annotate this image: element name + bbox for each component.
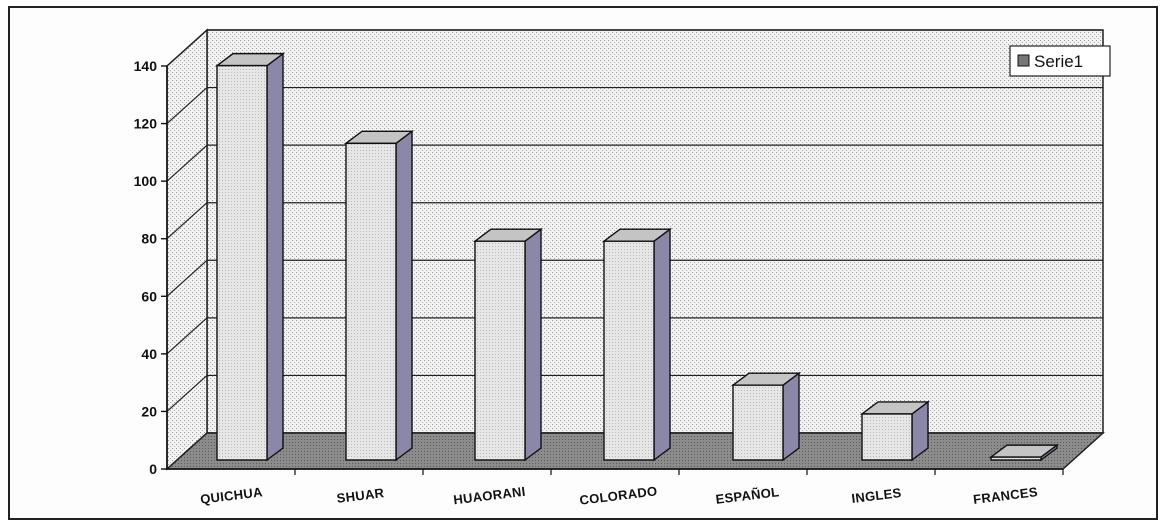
bar	[601, 227, 673, 462]
bar	[472, 227, 544, 462]
x-category-label: SHUAR	[336, 485, 386, 506]
bar-front	[990, 456, 1042, 461]
bar	[859, 400, 931, 462]
gridline-side	[166, 202, 208, 240]
x-category-label: QUICHUA	[199, 484, 263, 507]
bar-front	[603, 240, 655, 461]
x-category-label: COLORADO	[579, 483, 658, 507]
x-category-label: INGLES	[851, 485, 903, 506]
y-tick-label: 140	[134, 58, 158, 74]
y-tick-label: 20	[141, 403, 157, 419]
gridline-side	[166, 144, 208, 182]
side-wall	[166, 28, 208, 471]
y-tick-label: 60	[141, 288, 157, 304]
value-axis: 0 20 40 60 80 100 120 140	[134, 58, 168, 477]
category-labels: QUICHUA SHUAR HUAORANI COLORADO ESPAÑOL INGLE…	[167, 468, 1064, 508]
legend-label: Serie1	[1034, 52, 1083, 71]
bar-side	[395, 129, 413, 462]
bar-side	[782, 371, 800, 462]
gridline-side	[166, 374, 208, 412]
gridline-side	[166, 259, 208, 297]
legend: Serie1	[1009, 45, 1111, 77]
y-tick-label: 80	[141, 231, 157, 247]
y-tick-label: 120	[134, 116, 158, 132]
gridline-side	[166, 432, 208, 470]
x-category-label: ESPAÑOL	[715, 484, 780, 507]
bar-front	[474, 240, 526, 461]
bar	[343, 129, 415, 462]
bar	[214, 52, 286, 462]
gridline-side	[166, 87, 208, 125]
bar-front	[216, 64, 268, 461]
bar-side	[266, 52, 284, 462]
bars	[214, 52, 1060, 462]
y-tick-label: 100	[134, 173, 158, 189]
gridline-side	[166, 29, 208, 67]
bar	[730, 371, 802, 462]
y-tick-label: 40	[141, 346, 157, 362]
y-tick-label: 0	[149, 461, 157, 477]
bar	[988, 443, 1060, 462]
bar-side	[653, 227, 671, 462]
x-category-label: HUAORANI	[453, 484, 527, 508]
gridline-side	[166, 317, 208, 355]
bar-front	[861, 413, 913, 461]
legend-swatch	[1017, 54, 1030, 67]
bar-side	[524, 227, 542, 462]
bar-front	[732, 384, 784, 461]
x-category-label: FRANCES	[972, 484, 1038, 507]
bar-front	[345, 142, 397, 461]
